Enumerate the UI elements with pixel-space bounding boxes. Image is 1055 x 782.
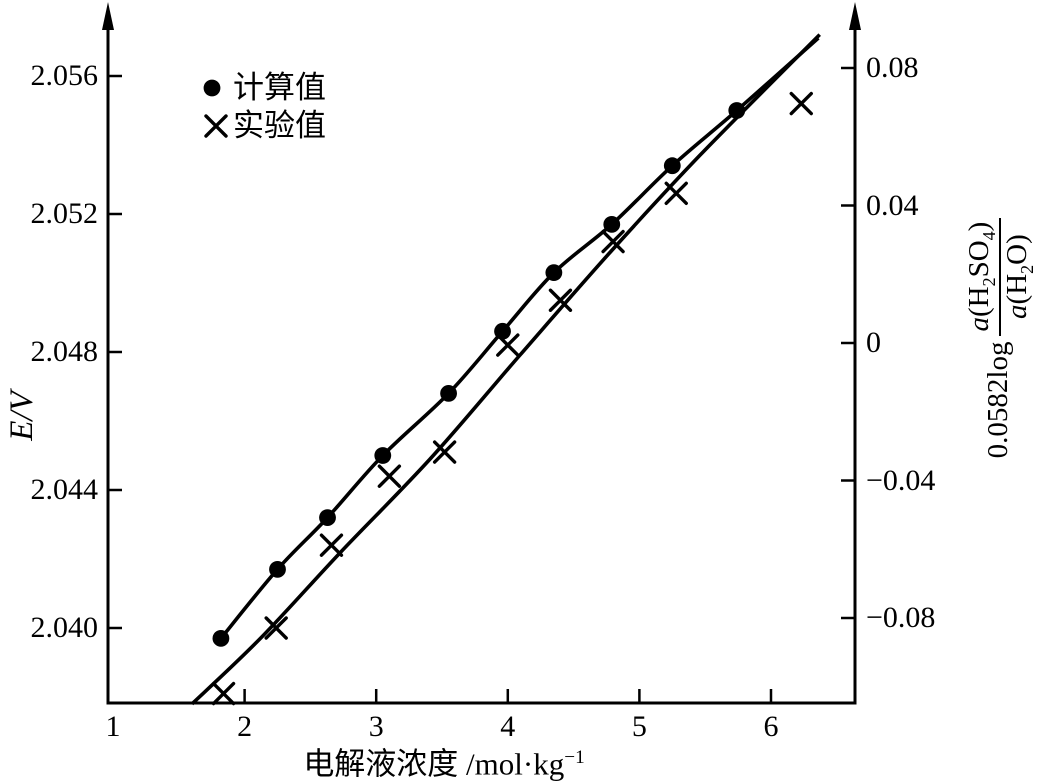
calculated-point [440,385,457,402]
calculated-point [212,629,230,647]
calculated-point [494,322,511,340]
left-axis-title: E/V [4,391,40,441]
right-tick-label: 0 [866,326,881,359]
right-axis-prefix: 0.0582log [982,341,1015,459]
left-tick-label: 2.048 [30,335,99,368]
x-tick-label: 1 [105,710,121,743]
experimental-fit-line [190,33,821,706]
experimental-point [601,229,625,254]
fraction-denominator: a(H2O) [1001,234,1038,319]
legend-circle-icon [203,79,221,97]
legend-x-icon [204,114,228,138]
calculated-point [545,264,563,282]
right-tick-label: 0.08 [866,51,919,84]
right-axis-title: 0.0582log a(H2SO4) a(H2O) [963,188,1053,488]
calculated-point [269,560,286,578]
right-axis-arrow-icon [849,2,861,30]
left-tick-label: 2.044 [30,473,99,506]
experimental-point [496,333,520,357]
x-tick-label: 3 [368,710,384,743]
experimental-point [664,181,688,205]
fraction-numerator: a(H2SO4) [963,217,1002,336]
x-tick-label: 5 [631,710,647,743]
x-axis-title: 电解液浓度 /mol·kg−1 [303,746,585,782]
experimental-point [211,681,236,706]
experimental-point [548,288,573,312]
experimental-point [789,91,813,116]
right-axis-fraction: a(H2SO4) a(H2O) [963,217,1038,336]
x-tick-label: 6 [763,710,779,743]
right-tick-label: −0.08 [866,601,936,634]
calculated-point [319,509,336,526]
x-tick-label: 2 [237,710,253,743]
legend-label-experimental: 实验值 [233,108,326,143]
experimental-point [264,616,288,640]
calculated-point [603,215,621,233]
legend-label-calculated: 计算值 [233,70,326,105]
left-tick-label: 2.052 [30,197,99,230]
experimental-point [377,464,402,488]
calculated-point [663,157,681,175]
left-tick-label: 2.040 [30,611,99,644]
left-tick-label: 2.056 [30,59,99,92]
right-tick-label: −0.04 [866,463,936,497]
calculated-point [374,447,392,464]
experimental-point [432,440,457,464]
right-tick-label: 0.04 [866,188,919,222]
experimental-point [319,533,344,557]
left-axis-arrow-icon [102,2,114,30]
x-tick-label: 4 [500,710,516,743]
